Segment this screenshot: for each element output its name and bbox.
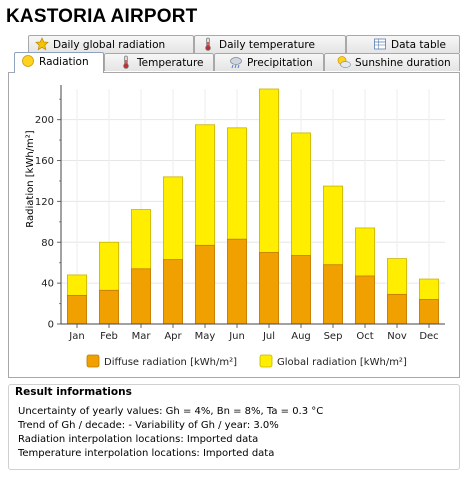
- x-tick-label: May: [195, 331, 216, 342]
- result-informations-panel: Result informations Uncertainty of yearl…: [8, 384, 460, 470]
- tab-radiation[interactable]: Radiation: [14, 52, 104, 73]
- bar-diffuse-nov: [386, 293, 407, 325]
- thermometer-icon: [119, 55, 133, 69]
- y-tick-label: 80: [41, 238, 54, 249]
- chart-panel: 0 40 80 120 160 200 Jan Feb Mar Apr May Jun Jul Aug Se…: [8, 72, 460, 378]
- bar-diffuse-mar: [131, 268, 152, 325]
- bar-diffuse-feb: [99, 289, 120, 325]
- cloud-rain-icon: [229, 55, 243, 69]
- tab-label: Temperature: [137, 57, 204, 69]
- axis-labels: 0 40 80 120 160 200 Jan Feb Mar Apr May Jun Jul Aug Se…: [35, 115, 439, 342]
- result-line-temperature-interp: Temperature interpolation locations: Imp…: [18, 448, 275, 459]
- x-tick-label: Sep: [324, 331, 343, 342]
- sun-icon: [21, 54, 35, 68]
- result-line-uncertainty: Uncertainty of yearly values: Gh = 4%, B…: [18, 406, 324, 417]
- thermometer-icon: [201, 37, 215, 51]
- legend-swatch: [259, 354, 273, 368]
- y-tick-label: 200: [35, 115, 54, 126]
- legend: Diffuse radiation [kWh/m²] Global radiati…: [86, 354, 407, 368]
- tab-daily-temperature[interactable]: Daily temperature: [194, 35, 346, 53]
- x-tick-label: Jul: [262, 331, 275, 342]
- bar-diffuse-jul: [258, 252, 279, 325]
- bars: [67, 88, 439, 325]
- x-tick-label: Feb: [100, 331, 118, 342]
- x-tick-label: Nov: [387, 331, 407, 342]
- y-tick-label: 0: [48, 320, 54, 331]
- x-tick-label: Jun: [228, 331, 245, 342]
- legend-label: Global radiation [kWh/m²]: [277, 357, 407, 368]
- table-icon: [373, 37, 387, 51]
- legend-swatch: [86, 354, 100, 368]
- y-tick-label: 40: [41, 279, 54, 290]
- tab-data-table[interactable]: Data table: [346, 35, 460, 53]
- tab-label: Radiation: [39, 56, 89, 68]
- bar-diffuse-dec: [418, 299, 439, 325]
- sun-cloud-icon: [337, 55, 351, 69]
- x-tick-label: Dec: [419, 331, 438, 342]
- legend-label: Diffuse radiation [kWh/m²]: [104, 357, 237, 368]
- x-tick-label: Mar: [132, 331, 152, 342]
- x-tick-label: Oct: [356, 331, 373, 342]
- tab-label: Precipitation: [247, 57, 313, 69]
- tab-label: Daily global radiation: [53, 39, 166, 51]
- tab-daily-global-radiation[interactable]: Daily global radiation: [28, 35, 194, 53]
- x-tick-label: Apr: [164, 331, 182, 342]
- tab-precipitation[interactable]: Precipitation: [214, 53, 324, 71]
- tab-label: Daily temperature: [219, 39, 315, 51]
- y-axis-label: Radiation [kWh/m²]: [25, 130, 36, 227]
- tab-label: Data table: [391, 39, 447, 51]
- bar-diffuse-aug: [290, 255, 311, 325]
- x-tick-label: Jan: [68, 331, 84, 342]
- bar-diffuse-sep: [322, 264, 343, 325]
- bar-diffuse-apr: [162, 259, 183, 325]
- radiation-chart: 0 40 80 120 160 200 Jan Feb Mar Apr May Jun Jul Aug Se…: [25, 85, 445, 368]
- page-title: KASTORIA AIRPORT: [6, 6, 198, 27]
- result-line-trend: Trend of Gh / decade: - Variability of G…: [18, 420, 279, 431]
- tab-label: Sunshine duration: [355, 57, 451, 69]
- tab-sunshine-duration[interactable]: Sunshine duration: [324, 53, 460, 71]
- result-heading: Result informations: [15, 386, 132, 398]
- result-line-radiation-interp: Radiation interpolation locations: Impor…: [18, 434, 259, 445]
- star-icon: [35, 37, 49, 51]
- tab-temperature[interactable]: Temperature: [104, 53, 214, 71]
- axes: [57, 85, 445, 328]
- bar-diffuse-jun: [226, 238, 247, 325]
- x-tick-label: Aug: [291, 331, 311, 342]
- bar-diffuse-jan: [67, 294, 88, 325]
- y-tick-label: 120: [35, 197, 54, 208]
- bar-diffuse-oct: [354, 275, 375, 325]
- bar-diffuse-may: [194, 244, 215, 325]
- y-tick-label: 160: [35, 156, 54, 167]
